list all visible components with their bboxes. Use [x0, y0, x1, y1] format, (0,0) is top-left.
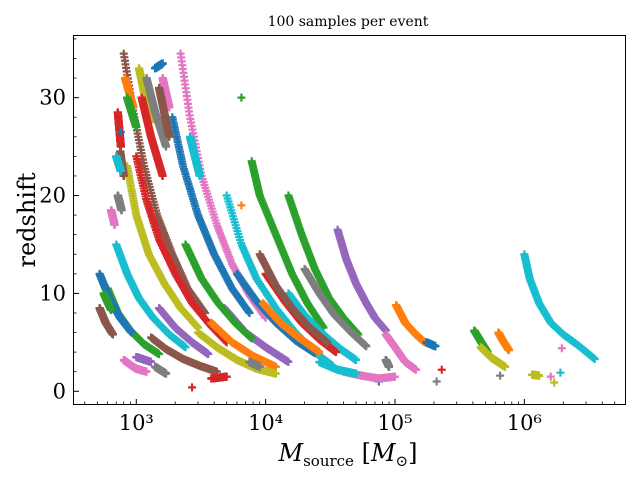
sample-marker: [546, 372, 555, 381]
event-series: [112, 240, 190, 352]
event-series: [151, 362, 171, 378]
sample-marker: [385, 362, 394, 371]
event-series: [113, 191, 126, 215]
sample-marker: [590, 354, 599, 363]
scatter-points: [95, 49, 599, 392]
event-series: [237, 93, 246, 102]
event-series: [437, 365, 446, 374]
event-series: [432, 377, 441, 386]
event-series: [123, 93, 141, 132]
event-series: [550, 378, 559, 387]
event-series: [168, 113, 254, 317]
sample-marker: [535, 371, 544, 380]
chart-title: 100 samples per event: [268, 14, 429, 30]
event-series: [546, 372, 555, 381]
sample-marker: [245, 308, 254, 317]
event-series: [557, 344, 566, 353]
sample-marker: [431, 342, 440, 351]
event-series: [556, 368, 565, 377]
sample-marker: [437, 365, 446, 374]
event-series: [381, 355, 394, 371]
event-series: [520, 250, 599, 363]
sample-marker: [432, 377, 441, 386]
sample-marker: [411, 365, 420, 374]
event-series: [528, 370, 544, 380]
event-series: [333, 225, 390, 335]
event-series: [247, 157, 328, 332]
minor-ticks: [74, 38, 616, 404]
event-series: [188, 383, 197, 392]
sample-marker: [504, 346, 513, 355]
sample-marker: [556, 368, 565, 377]
sample-marker: [496, 371, 505, 380]
event-series: [381, 330, 420, 374]
event-series: [107, 206, 119, 229]
event-series: [422, 338, 440, 351]
event-series: [392, 301, 429, 347]
event-series: [476, 343, 510, 371]
event-series: [237, 201, 246, 210]
sample-marker: [237, 93, 246, 102]
event-series: [113, 108, 125, 151]
sample-marker: [550, 378, 559, 387]
event-series: [494, 328, 513, 355]
event-series: [496, 371, 505, 380]
sample-marker: [557, 344, 566, 353]
major-ticks: [74, 97, 525, 404]
sample-marker: [237, 201, 246, 210]
event-series: [151, 59, 167, 73]
event-series: [123, 162, 202, 332]
sample-marker: [501, 362, 510, 371]
sample-marker: [188, 383, 197, 392]
